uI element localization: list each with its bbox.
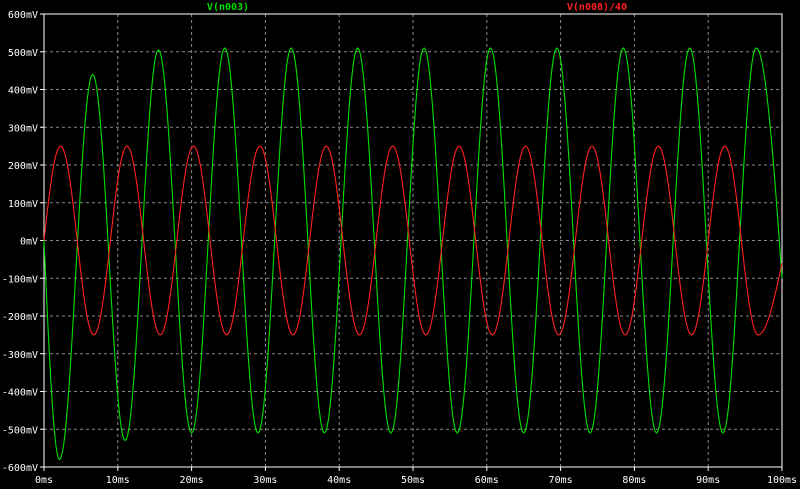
y-tick-label: 0mV <box>20 237 38 248</box>
x-tick-labels: 0ms 10ms 20ms 30ms 40ms 50ms 60ms 70ms 80ms 90ms 1… <box>35 475 797 486</box>
x-tick-label: 80ms <box>622 475 646 486</box>
traces[interactable] <box>43 47 783 461</box>
trace-v-n003[interactable] <box>43 47 783 461</box>
x-tick-label: 90ms <box>696 475 720 486</box>
y-tick-label: -200mV <box>2 312 38 323</box>
y-tick-label: -500mV <box>2 425 38 436</box>
y-tick-label: 500mV <box>8 48 38 59</box>
y-tick-label: -100mV <box>2 274 38 285</box>
x-tick-label: 40ms <box>327 475 351 486</box>
y-tick-label: -600mV <box>2 463 38 474</box>
x-tick-label: 50ms <box>401 475 425 486</box>
y-tick-label: 100mV <box>8 199 38 210</box>
x-tick-label: 100ms <box>767 475 797 486</box>
y-tick-label: 600mV <box>8 10 38 21</box>
x-tick-label: 60ms <box>475 475 499 486</box>
x-tick-label: 0ms <box>35 475 53 486</box>
y-tick-label: 300mV <box>8 123 38 134</box>
legend-label[interactable]: V(n008)/40 <box>567 2 627 13</box>
legend: V(n003) V(n008)/40 <box>207 2 627 13</box>
x-tick-label: 10ms <box>106 475 130 486</box>
x-tick-label: 30ms <box>253 475 277 486</box>
x-tick-label: 20ms <box>180 475 204 486</box>
y-tick-label: 200mV <box>8 161 38 172</box>
trace-v-n008-div-40[interactable] <box>43 145 783 336</box>
x-tick-label: 70ms <box>549 475 573 486</box>
y-tick-label: 400mV <box>8 86 38 97</box>
y-tick-label: -300mV <box>2 350 38 361</box>
y-tick-label: -400mV <box>2 388 38 399</box>
legend-label[interactable]: V(n003) <box>207 2 249 13</box>
y-tick-labels: 600mV 500mV 400mV 300mV 200mV 100mV 0mV -100mV -… <box>2 10 38 474</box>
